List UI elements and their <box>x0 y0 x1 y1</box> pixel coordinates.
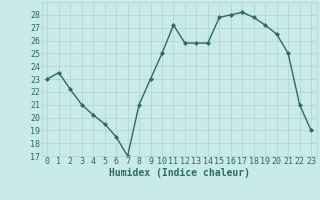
X-axis label: Humidex (Indice chaleur): Humidex (Indice chaleur) <box>109 168 250 178</box>
